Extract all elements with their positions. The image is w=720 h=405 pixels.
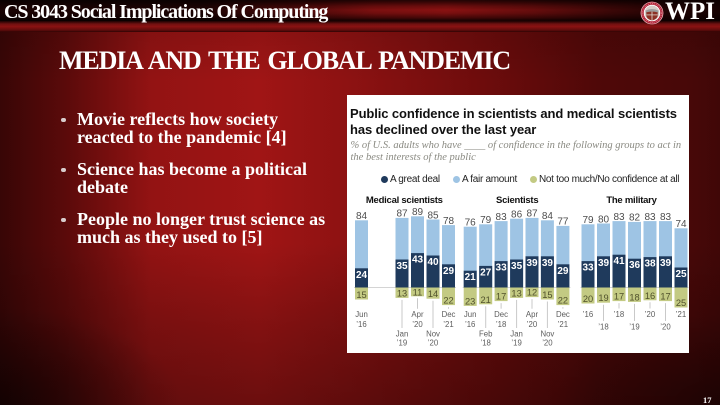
svg-text:13: 13 — [397, 288, 407, 298]
svg-text:74: 74 — [675, 219, 687, 230]
svg-text:’16: ’16 — [465, 320, 475, 329]
svg-text:89: 89 — [412, 207, 424, 218]
svg-text:83: 83 — [613, 212, 625, 223]
svg-text:79: 79 — [480, 215, 492, 226]
svg-text:13: 13 — [511, 288, 521, 298]
svg-text:’16: ’16 — [583, 310, 593, 319]
svg-text:17: 17 — [614, 292, 624, 302]
svg-text:’20: ’20 — [542, 339, 553, 348]
svg-text:83: 83 — [644, 212, 656, 223]
svg-text:’18: ’18 — [496, 320, 506, 329]
svg-text:’18: ’18 — [614, 310, 624, 319]
svg-text:’18: ’18 — [598, 322, 608, 331]
svg-text:’16: ’16 — [356, 320, 366, 329]
svg-text:’20: ’20 — [645, 310, 656, 319]
svg-text:16: 16 — [645, 291, 655, 301]
svg-text:Jun: Jun — [355, 310, 368, 319]
svg-text:’19: ’19 — [511, 339, 521, 348]
svg-text:18: 18 — [629, 292, 639, 302]
svg-text:24: 24 — [356, 270, 368, 281]
svg-text:Jan: Jan — [396, 329, 409, 338]
svg-text:Scientists: Scientists — [496, 195, 538, 206]
svg-text:76: 76 — [465, 218, 477, 229]
svg-text:22: 22 — [558, 296, 568, 306]
svg-text:14: 14 — [428, 289, 438, 299]
svg-text:’20: ’20 — [660, 322, 671, 331]
svg-text:39: 39 — [526, 258, 538, 269]
svg-text:15: 15 — [542, 290, 552, 300]
svg-text:77: 77 — [557, 217, 569, 228]
svg-text:Nov: Nov — [540, 329, 554, 338]
svg-text:29: 29 — [443, 266, 455, 277]
svg-text:85: 85 — [427, 210, 439, 221]
svg-text:Dec: Dec — [442, 310, 456, 319]
svg-text:Jan: Jan — [510, 329, 523, 338]
svg-text:’21: ’21 — [558, 320, 568, 329]
svg-text:36: 36 — [629, 260, 641, 271]
svg-text:39: 39 — [660, 258, 672, 269]
svg-text:87: 87 — [526, 209, 538, 220]
svg-text:25: 25 — [675, 269, 687, 280]
svg-text:’19: ’19 — [397, 339, 407, 348]
svg-text:23: 23 — [465, 296, 475, 306]
svg-text:Apr: Apr — [411, 310, 424, 319]
svg-text:39: 39 — [542, 258, 554, 269]
svg-text:38: 38 — [644, 259, 656, 270]
svg-text:80: 80 — [598, 214, 610, 225]
svg-text:17: 17 — [660, 292, 670, 302]
svg-text:29: 29 — [557, 266, 569, 277]
svg-text:21: 21 — [465, 272, 477, 283]
svg-text:’21: ’21 — [676, 310, 686, 319]
svg-text:43: 43 — [412, 255, 424, 266]
svg-text:39: 39 — [598, 258, 610, 269]
svg-text:27: 27 — [480, 267, 492, 278]
svg-text:11: 11 — [413, 288, 423, 298]
svg-text:Dec: Dec — [494, 310, 508, 319]
svg-text:33: 33 — [582, 263, 594, 274]
svg-text:20: 20 — [583, 294, 593, 304]
svg-text:79: 79 — [582, 215, 594, 226]
svg-text:’20: ’20 — [527, 320, 538, 329]
svg-text:Nov: Nov — [426, 329, 440, 338]
svg-text:’18: ’18 — [480, 339, 490, 348]
svg-text:The military: The military — [606, 195, 657, 206]
svg-text:41: 41 — [613, 256, 625, 267]
svg-text:78: 78 — [443, 216, 455, 227]
svg-text:22: 22 — [443, 296, 453, 306]
svg-text:87: 87 — [396, 209, 408, 220]
svg-text:’19: ’19 — [629, 322, 639, 331]
svg-text:19: 19 — [598, 293, 608, 303]
svg-text:83: 83 — [660, 212, 672, 223]
svg-text:25: 25 — [676, 298, 686, 308]
svg-text:86: 86 — [511, 210, 523, 221]
svg-text:84: 84 — [356, 211, 368, 222]
svg-text:33: 33 — [496, 263, 508, 274]
svg-text:21: 21 — [481, 295, 491, 305]
svg-text:17: 17 — [496, 292, 506, 302]
svg-text:35: 35 — [511, 261, 523, 272]
svg-text:83: 83 — [496, 212, 508, 223]
svg-text:’20: ’20 — [412, 320, 423, 329]
svg-text:Jun: Jun — [464, 310, 477, 319]
svg-text:82: 82 — [629, 213, 641, 224]
svg-text:Medical scientists: Medical scientists — [366, 195, 443, 206]
svg-text:’21: ’21 — [443, 320, 453, 329]
svg-text:’20: ’20 — [428, 339, 439, 348]
svg-text:40: 40 — [427, 257, 439, 268]
svg-text:Feb: Feb — [479, 329, 493, 338]
svg-text:15: 15 — [356, 290, 366, 300]
svg-text:Dec: Dec — [556, 310, 570, 319]
svg-text:12: 12 — [527, 288, 537, 298]
svg-text:35: 35 — [396, 261, 408, 272]
svg-text:Apr: Apr — [526, 310, 539, 319]
svg-text:84: 84 — [542, 211, 554, 222]
